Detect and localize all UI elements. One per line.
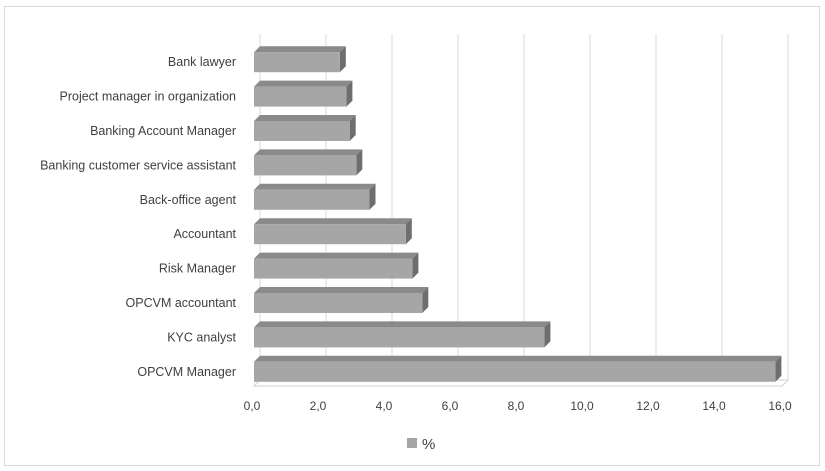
x-tick-label: 4,0 — [376, 399, 393, 413]
bar-front-face — [254, 155, 357, 176]
x-tick-label: 8,0 — [508, 399, 525, 413]
bar-front-face — [254, 86, 347, 107]
legend-swatch — [407, 438, 417, 448]
x-tick-label: 16,0 — [768, 399, 792, 413]
bar-front-face — [254, 361, 776, 382]
category-label: OPCVM Manager — [137, 365, 236, 379]
category-label: Banking customer service assistant — [40, 158, 236, 172]
bar-top-face — [254, 355, 782, 362]
bar-top-face — [254, 218, 412, 225]
bar-top-face — [254, 183, 376, 190]
x-tick-label: 14,0 — [702, 399, 726, 413]
bar — [254, 183, 376, 210]
bar-front-face — [254, 121, 350, 141]
bar-front-face — [254, 258, 413, 279]
category-label: Bank lawyer — [168, 55, 236, 69]
bar — [254, 46, 346, 73]
x-axis-floor — [252, 379, 790, 387]
bar-front-face — [254, 224, 406, 245]
bar-front-face — [254, 52, 340, 73]
bar-top-face — [254, 115, 356, 121]
bar — [254, 321, 551, 348]
bar-top-face — [254, 321, 551, 328]
bar — [254, 252, 419, 279]
bar-front-face — [254, 327, 545, 348]
x-tick-label: 10,0 — [570, 399, 594, 413]
bar — [254, 149, 363, 176]
bar-top-face — [254, 46, 346, 53]
bar — [254, 287, 429, 313]
bar-front-face — [254, 189, 370, 210]
bar-side-face — [422, 287, 429, 313]
x-tick-label: 12,0 — [636, 399, 660, 413]
category-label: Accountant — [173, 227, 236, 241]
category-label: Project manager in organization — [60, 90, 237, 104]
bar-side-face — [544, 321, 551, 348]
bar-top-face — [254, 149, 363, 156]
category-label: Risk Manager — [159, 262, 236, 276]
bar-side-face — [339, 46, 346, 73]
bar-side-face — [346, 80, 353, 107]
bar-side-face — [356, 149, 363, 176]
bar-side-face — [775, 355, 782, 382]
legend-label: % — [422, 436, 435, 453]
bar-top-face — [254, 252, 419, 259]
bar-side-face — [349, 115, 356, 141]
x-tick-label: 2,0 — [310, 399, 327, 413]
bar-front-face — [254, 293, 423, 313]
chart-frame — [4, 6, 820, 466]
bar-top-face — [254, 287, 429, 293]
bar-side-face — [412, 252, 419, 279]
x-tick-label: 6,0 — [442, 399, 459, 413]
bar-top-face — [254, 80, 353, 87]
bar — [254, 218, 412, 245]
bar-side-face — [405, 218, 412, 245]
category-label: KYC analyst — [167, 330, 236, 344]
bar-side-face — [369, 183, 376, 210]
x-tick-label: 0,0 — [244, 399, 261, 413]
bar — [254, 80, 353, 107]
bar — [254, 115, 356, 141]
bar — [254, 355, 782, 382]
category-label: Banking Account Manager — [90, 124, 236, 138]
category-label: OPCVM accountant — [126, 296, 237, 310]
category-label: Back-office agent — [140, 193, 237, 207]
